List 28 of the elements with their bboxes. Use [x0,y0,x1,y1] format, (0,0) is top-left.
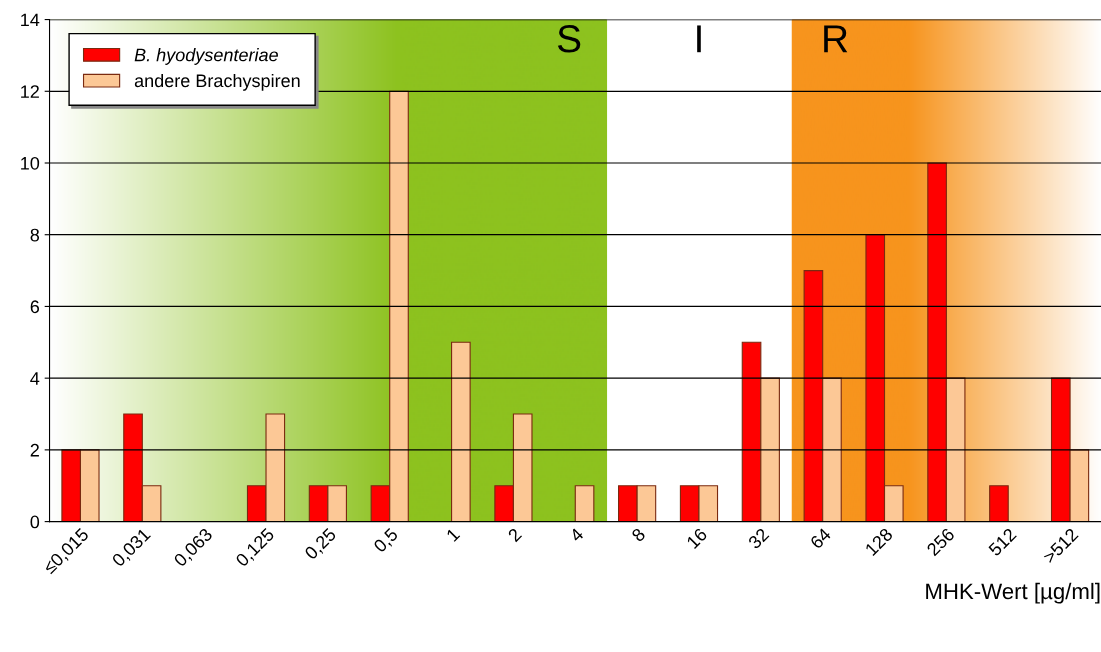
x-tick-label: 1 [445,527,461,542]
y-tick-label: 6 [30,300,40,314]
legend-label: andere Brachyspiren [134,73,300,91]
x-tick-label: 2 [507,527,523,543]
x-tick-label: 256 [926,527,956,557]
x-axis-title: MHK-Wert [µg/ml] [926,582,1100,604]
bar [574,485,595,522]
y-tick-label: 2 [30,443,39,457]
x-tick-label: 4 [568,527,585,543]
x-tick-label: 8 [630,527,646,543]
y-tick-label: 14 [21,13,40,27]
band-label: R [824,25,848,53]
x-tick-label: 512 [987,527,1017,557]
y-tick-label: 4 [30,372,40,385]
legend-label: B. hyodysenteriae [134,48,278,65]
x-tick-label: 0,5 [372,527,401,555]
x-tick-label: 128 [864,527,894,557]
y-tick-label: 0 [30,515,40,529]
band-label: S [557,25,581,53]
bar [451,341,471,522]
x-tick-label: 32 [747,527,770,550]
bar [989,485,1009,522]
y-tick-label: 12 [21,85,39,98]
y-tick-label: 8 [30,228,40,242]
annotation: I [697,25,701,53]
x-tick-label: 16 [686,527,708,550]
x-tick-label: 64 [809,527,832,550]
y-tick-label: 10 [21,156,40,170]
